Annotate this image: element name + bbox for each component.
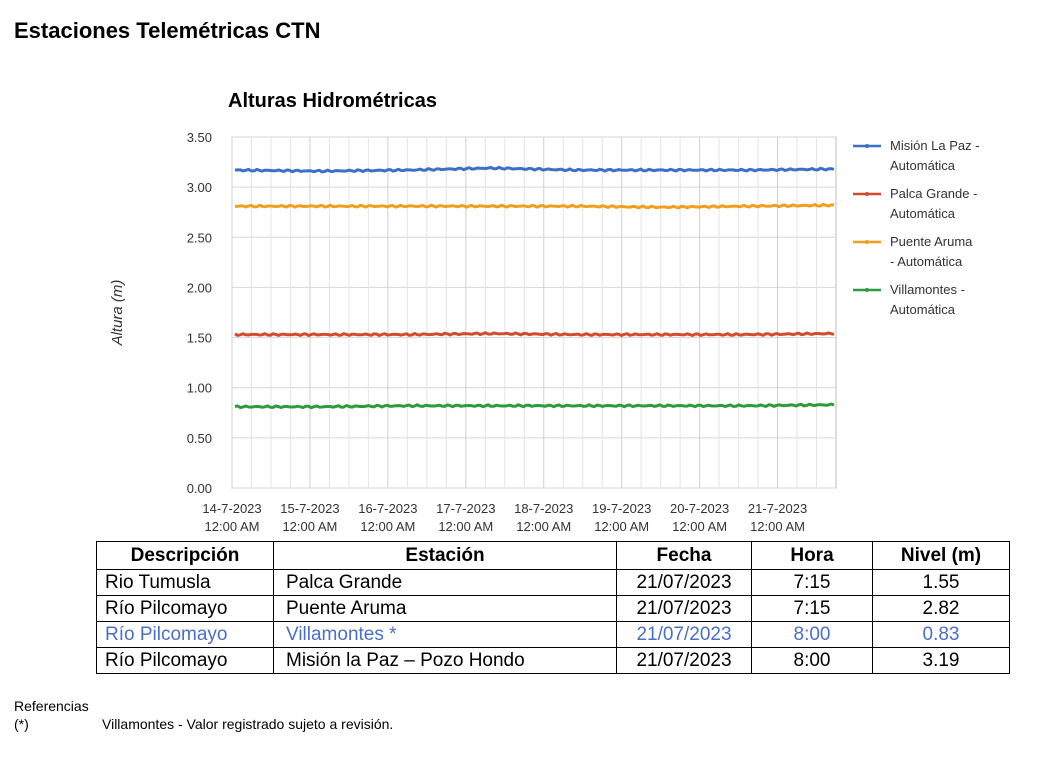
y-tick-label: 0.50 [187, 431, 212, 446]
x-tick-label-time: 12:00 AM [438, 519, 493, 534]
water-level-line-chart: Alturas Hidrométricas 0.00 0.50 1.00 1.50 2.0… [109, 90, 980, 534]
cell-fecha: 21/07/2023 [616, 595, 752, 622]
plot-frame [231, 136, 837, 489]
y-tick-label: 2.00 [187, 280, 212, 295]
header-estacion: Estación [273, 541, 617, 570]
cell-descripcion: Rio Tumusla [96, 569, 274, 596]
cell-fecha: 21/07/2023 [616, 647, 752, 674]
x-tick-label-date: 21-7-2023 [748, 501, 807, 516]
cell-estacion: Puente Aruma [273, 595, 617, 622]
cell-hora: 7:15 [751, 569, 873, 596]
series-line [234, 202, 834, 210]
x-tick-label-time: 12:00 AM [205, 519, 260, 534]
series-line [234, 331, 835, 337]
cell-fecha: 21/07/2023 [616, 569, 752, 596]
legend-label: Automática [890, 206, 956, 221]
cell-estacion: Villamontes * [273, 621, 617, 648]
y-tick-label: 1.50 [187, 331, 212, 346]
legend-marker [865, 288, 869, 292]
legend-label: Palca Grande - [890, 186, 977, 201]
legend-marker [865, 192, 869, 196]
series-line [234, 402, 835, 410]
reference-text: Villamontes - Valor registrado sujeto a … [102, 716, 394, 732]
cell-descripcion: Río Pilcomayo [96, 595, 274, 622]
x-tick-label-time: 12:00 AM [672, 519, 727, 534]
reference-mark: (*) [14, 716, 29, 732]
legend-label: Puente Aruma [890, 234, 973, 249]
x-tick-label-date: 18-7-2023 [514, 501, 573, 516]
y-tick-label: 1.00 [187, 381, 212, 396]
table-header-row: Descripción Estación Fecha Hora Nivel (m… [96, 541, 1010, 570]
cell-nivel: 0.83 [872, 621, 1010, 648]
legend-label: - Automática [890, 254, 963, 269]
cell-nivel: 1.55 [872, 569, 1010, 596]
table-row-highlighted: Río Pilcomayo Villamontes * 21/07/2023 8… [96, 621, 1010, 648]
legend-label: Villamontes - [890, 282, 965, 297]
cell-descripcion: Río Pilcomayo [96, 621, 274, 648]
legend-label: Misión La Paz - [890, 138, 980, 153]
cell-nivel: 3.19 [872, 647, 1010, 674]
cell-fecha: 21/07/2023 [616, 621, 752, 648]
header-descripcion: Descripción [96, 541, 274, 570]
x-tick-label-time: 12:00 AM [360, 519, 415, 534]
cell-estacion: Palca Grande [273, 569, 617, 596]
y-tick-label: 2.50 [187, 230, 212, 245]
legend-marker [865, 240, 869, 244]
legend-marker [865, 144, 869, 148]
x-tick-label-time: 12:00 AM [594, 519, 649, 534]
x-tick-label-date: 16-7-2023 [358, 501, 417, 516]
references-heading: Referencias [14, 698, 89, 714]
station-levels-table: Descripción Estación Fecha Hora Nivel (m… [96, 541, 1010, 674]
table-row: Río Pilcomayo Puente Aruma 21/07/2023 7:… [96, 595, 1010, 622]
cell-hora: 7:15 [751, 595, 873, 622]
y-tick-label: 3.50 [187, 130, 212, 145]
cell-hora: 8:00 [751, 647, 873, 674]
y-tick-label: 0.00 [187, 481, 212, 496]
x-tick-label-date: 19-7-2023 [592, 501, 651, 516]
chart-title: Alturas Hidrométricas [228, 90, 437, 112]
x-tick-label-time: 12:00 AM [282, 519, 337, 534]
cell-nivel: 2.82 [872, 595, 1010, 622]
cell-estacion: Misión la Paz – Pozo Hondo [273, 647, 617, 674]
series-line [234, 165, 835, 174]
table-row: Rio Tumusla Palca Grande 21/07/2023 7:15… [96, 569, 1010, 596]
header-fecha: Fecha [616, 541, 752, 570]
table-row: Río Pilcomayo Misión la Paz – Pozo Hondo… [96, 647, 1010, 674]
x-tick-label-date: 14-7-2023 [202, 501, 261, 516]
cell-descripcion: Río Pilcomayo [96, 647, 274, 674]
legend-label: Automática [890, 158, 956, 173]
header-nivel: Nivel (m) [872, 541, 1010, 570]
y-tick-label: 3.00 [187, 180, 212, 195]
x-tick-label-date: 20-7-2023 [670, 501, 729, 516]
cell-hora: 8:00 [751, 621, 873, 648]
legend-label: Automática [890, 302, 956, 317]
x-tick-label-date: 17-7-2023 [436, 501, 495, 516]
page-title: Estaciones Telemétricas CTN [14, 18, 321, 43]
y-axis-label: Altura (m) [109, 280, 126, 347]
x-tick-label-time: 12:00 AM [516, 519, 571, 534]
x-tick-label-time: 12:00 AM [750, 519, 805, 534]
header-hora: Hora [751, 541, 873, 570]
x-tick-label-date: 15-7-2023 [280, 501, 339, 516]
